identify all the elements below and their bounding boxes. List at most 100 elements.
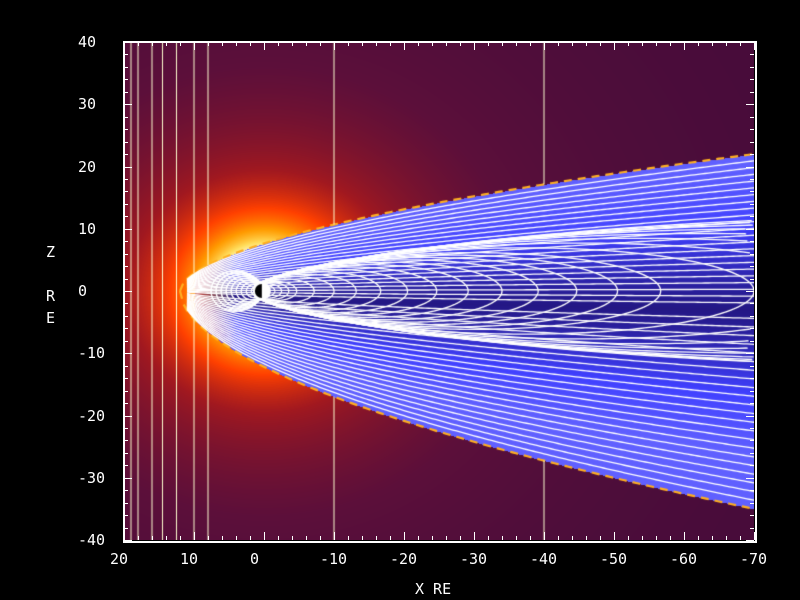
tick [194, 532, 195, 540]
tick [746, 42, 754, 43]
tick [390, 536, 391, 540]
tick [746, 540, 754, 541]
x-tick-label: -50 [600, 550, 627, 568]
y-tick-label: -40 [78, 531, 114, 549]
x-tick-label: 10 [180, 550, 198, 568]
y-tick-label: -10 [78, 344, 114, 362]
tick [750, 366, 754, 367]
tick [166, 536, 167, 540]
tick [124, 428, 128, 429]
y-axis-label-letter: Z [46, 243, 55, 261]
tick [432, 536, 433, 540]
tick [124, 266, 128, 267]
tick [166, 42, 167, 46]
tick [334, 42, 335, 50]
tick [348, 536, 349, 540]
tick [746, 478, 754, 479]
tick [222, 536, 223, 540]
tick [404, 42, 405, 50]
tick [628, 536, 629, 540]
x-tick-label: 0 [250, 550, 259, 568]
y-tick-label: 20 [78, 158, 114, 176]
tick [124, 478, 132, 479]
tick [698, 536, 699, 540]
tick [250, 536, 251, 540]
tick [250, 42, 251, 46]
tick [474, 532, 475, 540]
tick [746, 167, 754, 168]
tick [460, 536, 461, 540]
tick [180, 536, 181, 540]
tick [124, 378, 128, 379]
tick [750, 316, 754, 317]
tick [124, 117, 128, 118]
tick [746, 416, 754, 417]
x-tick-label: -10 [320, 550, 347, 568]
tick [376, 536, 377, 540]
tick [292, 42, 293, 46]
tick [124, 179, 128, 180]
tick [124, 353, 132, 354]
tick [750, 490, 754, 491]
tick [740, 536, 741, 540]
tick [446, 42, 447, 46]
tick [502, 42, 503, 46]
tick [750, 378, 754, 379]
tick [124, 204, 128, 205]
tick [750, 117, 754, 118]
tick [306, 42, 307, 46]
x-tick-label: -70 [740, 550, 767, 568]
tick [516, 536, 517, 540]
tick [460, 42, 461, 46]
tick [726, 42, 727, 46]
tick [124, 316, 128, 317]
tick [152, 536, 153, 540]
tick [418, 42, 419, 46]
y-tick-label: -30 [78, 469, 114, 487]
tick [750, 465, 754, 466]
tick [750, 403, 754, 404]
tick [750, 428, 754, 429]
tick [746, 229, 754, 230]
tick [586, 42, 587, 46]
tick [750, 515, 754, 516]
tick [740, 42, 741, 46]
tick [124, 391, 128, 392]
x-axis-label: X RE [415, 580, 451, 598]
tick [376, 42, 377, 46]
plot-canvas [124, 42, 754, 540]
tick [124, 241, 128, 242]
tick [124, 503, 128, 504]
x-tick-label: 20 [110, 550, 128, 568]
tick [124, 532, 125, 540]
tick [292, 536, 293, 540]
tick [750, 154, 754, 155]
y-axis-label-letter: E [46, 309, 55, 327]
tick [750, 528, 754, 529]
tick [642, 42, 643, 46]
tick [124, 54, 128, 55]
tick [124, 291, 132, 292]
tick [572, 536, 573, 540]
tick [124, 465, 128, 466]
tick [750, 216, 754, 217]
tick [138, 42, 139, 46]
tick [124, 67, 128, 68]
tick [236, 536, 237, 540]
tick [544, 42, 545, 50]
tick [670, 42, 671, 46]
tick [712, 42, 713, 46]
tick [656, 42, 657, 46]
tick [750, 503, 754, 504]
y-axis-label-letter: R [46, 287, 55, 305]
tick [124, 154, 128, 155]
tick [746, 291, 754, 292]
y-tick-label: -20 [78, 407, 114, 425]
tick [124, 403, 128, 404]
tick [124, 42, 125, 50]
tick [348, 42, 349, 46]
tick [750, 391, 754, 392]
tick [124, 167, 132, 168]
tick [750, 328, 754, 329]
tick [754, 42, 755, 50]
